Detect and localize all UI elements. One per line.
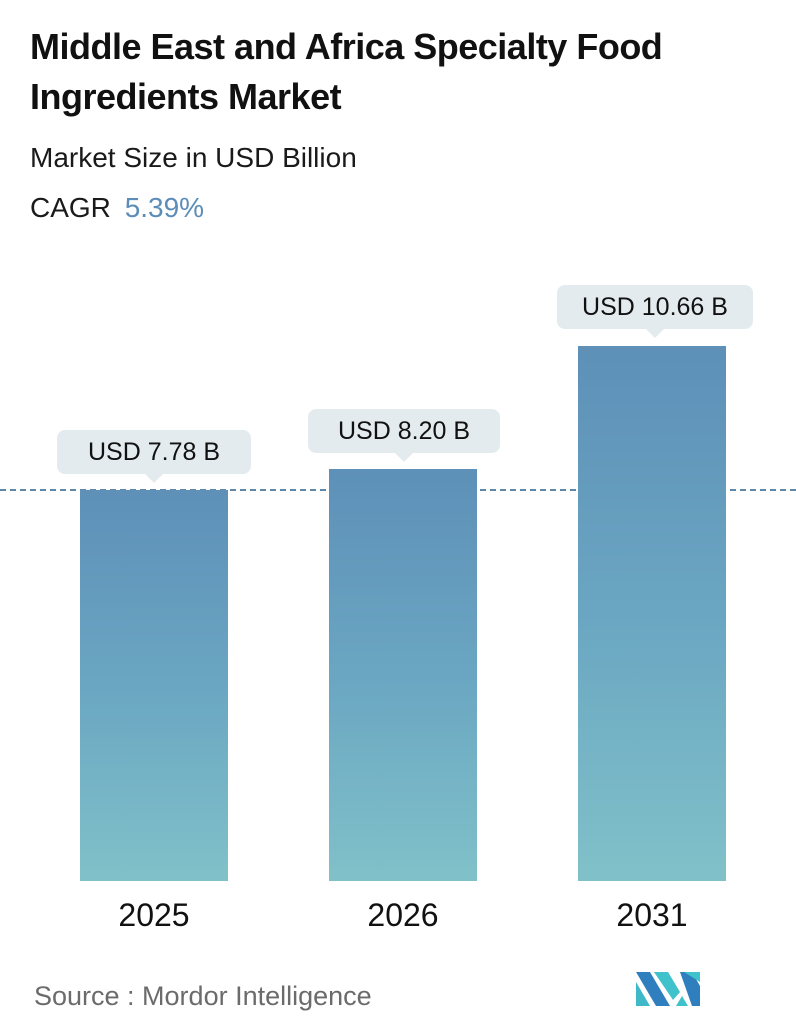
value-callout-2026: USD 8.20 B <box>308 409 500 462</box>
mordor-intelligence-logo-icon <box>636 972 700 1006</box>
chart-title: Middle East and Africa Specialty Food In… <box>30 26 663 117</box>
chart-subtitle: Market Size in USD Billion <box>30 142 357 173</box>
x-label-2031: 2031 <box>616 897 688 933</box>
value-callout-2031: USD 10.66 B <box>557 285 753 338</box>
bar-2025 <box>80 490 228 881</box>
value-callout-2025: USD 7.78 B <box>57 430 251 483</box>
x-label-2025: 2025 <box>118 897 190 933</box>
bar-2031 <box>578 346 726 881</box>
cagr-label: CAGR <box>30 192 111 223</box>
cagr-line: CAGR 5.39% <box>30 188 204 228</box>
cagr-value: 5.39% <box>124 192 205 223</box>
bar-2026 <box>329 469 477 881</box>
x-label-2026: 2026 <box>367 897 439 933</box>
source-credit: Source : Mordor Intelligence <box>34 981 372 1011</box>
